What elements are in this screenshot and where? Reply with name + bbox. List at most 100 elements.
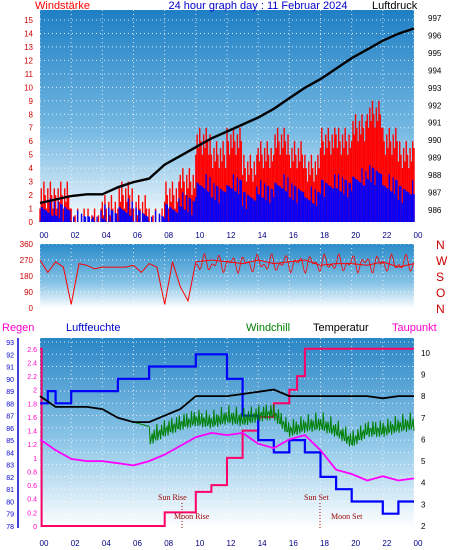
top-x-tick: 00 <box>414 231 423 240</box>
pressure-line <box>39 27 415 205</box>
rain-tick: 1.6 <box>27 415 37 422</box>
mid-y-tick: 180 <box>20 272 34 281</box>
temperature-tick: 8 <box>421 392 426 401</box>
moon-rise-label: Moon Rise <box>174 512 210 521</box>
top-x-tick: 18 <box>320 231 329 240</box>
humidity-tick: 81 <box>6 487 14 494</box>
top-x-tick: 22 <box>382 231 391 240</box>
top-right-tick: 986 <box>428 206 442 215</box>
grid-lines <box>39 10 415 528</box>
temperature-line <box>39 388 414 423</box>
temperature-tick: 7 <box>421 414 426 423</box>
humidity-temperature-plot <box>39 347 415 527</box>
rain-tick: 0.6 <box>27 483 37 490</box>
humidity-tick: 78 <box>6 524 14 531</box>
top-x-tick: 16 <box>289 231 298 240</box>
bottom-x-tick: 02 <box>71 539 80 548</box>
bottom-x-tick: 06 <box>133 539 142 548</box>
bottom-x-tick: 00 <box>414 539 423 548</box>
top-left-tick: 4 <box>29 164 34 173</box>
rain-tick: 2.6 <box>27 347 37 354</box>
humidity-tick: 79 <box>6 512 14 519</box>
humidity-tick: 92 <box>6 352 14 359</box>
humidity-tick: 87 <box>6 414 14 421</box>
bottom-x-tick: 14 <box>258 539 267 548</box>
rain-tick: 0.2 <box>27 510 37 517</box>
rain-tick: 1.2 <box>27 442 37 449</box>
temperature-tick: 4 <box>421 479 426 488</box>
bottom-x-tick: 10 <box>195 539 204 548</box>
humidity-tick: 83 <box>6 463 14 470</box>
taupunkt-label: Taupunkt <box>392 322 437 334</box>
top-left-tick: 1 <box>29 205 34 214</box>
windstaerke-label: Windstärke <box>35 0 90 12</box>
mid-y-tick: 90 <box>24 288 33 297</box>
temperature-tick: 9 <box>421 370 426 379</box>
bottom-x-tick: 04 <box>102 539 111 548</box>
rain-tick: 2.2 <box>27 374 37 381</box>
humidity-tick: 93 <box>6 340 14 347</box>
regen-label: Regen <box>2 322 34 334</box>
rain-tick: 0 <box>33 524 37 531</box>
humidity-line <box>40 353 414 515</box>
top-x-tick: 20 <box>351 231 360 240</box>
sun-set-label: Sun Set <box>304 493 329 502</box>
top-right-tick: 995 <box>428 49 442 58</box>
top-left-tick: 11 <box>25 70 34 79</box>
top-right-tick: 993 <box>428 84 442 93</box>
chart-title: 24 hour graph day : 11 Februar 2024 <box>169 0 348 12</box>
top-x-tick: 10 <box>195 231 204 240</box>
humidity-tick: 88 <box>6 401 14 408</box>
top-left-tick: 7 <box>29 124 34 133</box>
humidity-tick: 82 <box>6 475 14 482</box>
humidity-tick: 80 <box>6 499 14 506</box>
wind-direction-plot <box>39 252 415 305</box>
temperature-tick: 2 <box>421 522 426 531</box>
top-x-tick: 06 <box>133 231 142 240</box>
humidity-tick: 85 <box>6 438 14 445</box>
axes-labels: 0123456789101112131415986987988989990991… <box>6 14 442 548</box>
top-x-tick: 14 <box>258 231 267 240</box>
top-x-tick: 00 <box>40 231 49 240</box>
top-left-tick: 0 <box>29 218 34 227</box>
sun-rise-label: Sun Rise <box>158 493 187 502</box>
top-left-tick: 6 <box>29 137 34 146</box>
wind-direction-line <box>39 259 415 305</box>
rain-line <box>40 347 414 527</box>
top-right-tick: 989 <box>428 154 442 163</box>
top-left-tick: 15 <box>24 16 33 25</box>
rain-tick: 1.8 <box>27 401 37 408</box>
mid-y-tick: 0 <box>29 304 34 313</box>
top-x-tick: 12 <box>227 231 236 240</box>
temperature-tick: 5 <box>421 457 426 466</box>
temperature-tick: 6 <box>421 435 426 444</box>
top-left-tick: 3 <box>29 178 34 187</box>
top-right-tick: 996 <box>428 31 442 40</box>
humidity-tick: 90 <box>6 377 14 384</box>
bottom-x-tick: 08 <box>164 539 173 548</box>
temperature-tick: 10 <box>421 349 430 358</box>
top-left-tick: 2 <box>29 191 34 200</box>
luftfeuchte-label: Luftfeuchte <box>66 322 120 334</box>
top-x-tick: 08 <box>164 231 173 240</box>
top-right-tick: 997 <box>428 14 442 23</box>
windchill-label: Windchill <box>246 322 290 334</box>
top-right-tick: 990 <box>428 136 442 145</box>
top-left-tick: 5 <box>29 151 34 160</box>
rain-tick: 2 <box>33 388 37 395</box>
bottom-x-tick: 22 <box>382 539 391 548</box>
bottom-x-tick: 00 <box>40 539 49 548</box>
top-right-tick: 994 <box>428 66 442 75</box>
compass-n-top: N <box>436 238 445 252</box>
temperatur-label: Temperatur <box>313 322 369 334</box>
top-left-tick: 10 <box>24 83 33 92</box>
moon-set-label: Moon Set <box>331 512 363 521</box>
wind-direction-noise <box>195 252 415 275</box>
top-x-tick: 04 <box>102 231 111 240</box>
humidity-tick: 91 <box>6 365 14 372</box>
top-left-tick: 14 <box>24 29 33 38</box>
temperature-tick: 3 <box>421 500 426 509</box>
humidity-tick: 84 <box>6 450 14 457</box>
mid-y-tick: 360 <box>20 240 34 249</box>
